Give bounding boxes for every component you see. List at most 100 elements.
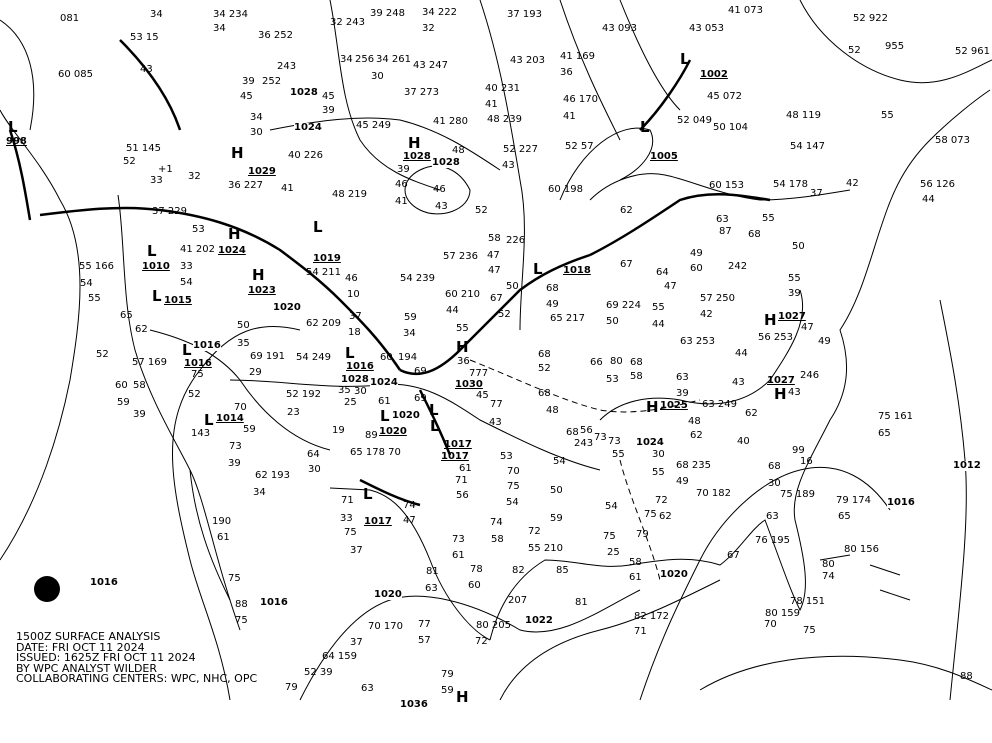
isobar	[149, 329, 331, 451]
station-plot: 54 211	[306, 267, 341, 278]
station-plot: 64	[656, 267, 669, 278]
isobar	[0, 19, 35, 131]
isobar-label: 1028	[290, 87, 318, 98]
station-plot: 35	[338, 385, 351, 396]
station-plot: 30	[354, 386, 367, 397]
isobar	[269, 117, 501, 171]
high-pressure-center: H	[228, 225, 241, 243]
station-plot: 49	[690, 248, 703, 259]
station-plot: 16	[800, 456, 813, 467]
station-plot: 82	[512, 565, 525, 576]
central-pressure-label: 1023	[248, 285, 276, 296]
station-plot: 48 239	[487, 114, 522, 125]
station-plot: 49	[818, 336, 831, 347]
station-plot: 49	[676, 476, 689, 487]
central-pressure-label: 1019	[313, 253, 341, 264]
isobar-label: 1024	[636, 437, 664, 448]
collaborating-centers: COLLABORATING CENTERS: WPC, NHC, OPC	[16, 672, 258, 685]
station-plot: 46	[433, 184, 446, 195]
high-pressure-center: H	[764, 311, 777, 329]
station-plot: 89	[365, 430, 378, 441]
station-plot: 50	[506, 281, 519, 292]
station-plot: 37 229	[152, 206, 187, 217]
station-plot: 45	[476, 390, 489, 401]
station-plot: 59	[550, 513, 563, 524]
station-plot: 52	[538, 363, 551, 374]
station-plot: 43 093	[602, 23, 637, 34]
station-plot: 77	[490, 399, 503, 410]
front	[359, 478, 421, 507]
station-plot: 54	[80, 278, 93, 289]
station-plot: 60 210	[445, 289, 480, 300]
station-plot: 69 224	[606, 300, 641, 311]
station-plot: 50 104	[713, 122, 748, 133]
station-plot: 62 209	[306, 318, 341, 329]
coastline	[489, 89, 991, 641]
station-plot: 60	[380, 352, 393, 363]
station-plot: 81	[575, 597, 588, 608]
station-plot: 72	[528, 526, 541, 537]
station-plot: 48	[452, 145, 465, 156]
station-plot: 34	[150, 9, 163, 20]
station-plot: 57	[418, 635, 431, 646]
station-plot: 39	[228, 458, 241, 469]
station-plot: 72	[655, 495, 668, 506]
low-pressure-center: L	[313, 218, 323, 236]
station-plot: 52 961	[955, 46, 990, 57]
central-pressure-label: 1017	[364, 516, 392, 527]
station-plot: 43	[140, 64, 153, 75]
central-pressure-label: 1018	[563, 265, 591, 276]
central-pressure-label: 1017	[444, 439, 472, 450]
station-plot: 44	[446, 305, 459, 316]
station-plot: 41 280	[433, 116, 468, 127]
station-plot: 60	[690, 263, 703, 274]
station-plot: 49	[546, 299, 559, 310]
station-plot: 29	[249, 367, 262, 378]
station-plot: 42	[700, 309, 713, 320]
station-plot: 56 253	[758, 332, 793, 343]
station-plot: 47	[801, 322, 814, 333]
isobar	[639, 466, 891, 701]
low-pressure-center: L	[152, 287, 162, 305]
station-plot: 55	[652, 302, 665, 313]
station-plot: 55	[456, 323, 469, 334]
station-plot: 47	[487, 250, 500, 261]
central-pressure-label: 1027	[767, 375, 795, 386]
station-plot: 081	[60, 13, 80, 24]
central-pressure-label: 1030	[455, 379, 483, 390]
station-plot: 143	[191, 428, 211, 439]
station-plot: 73	[594, 432, 607, 443]
station-plot: 58	[630, 371, 643, 382]
station-plot: 75	[644, 509, 657, 520]
station-plot: 43	[489, 417, 502, 428]
station-plot: 55 166	[79, 261, 114, 272]
station-plot: 73	[452, 534, 465, 545]
station-plot: 54	[553, 456, 566, 467]
station-plot: 69 191	[250, 351, 285, 362]
isobar-label: 1024	[370, 377, 398, 388]
station-plot: 194	[398, 352, 418, 363]
station-plot: 80	[610, 356, 623, 367]
station-plot: 47	[488, 265, 501, 276]
station-plot: 33	[180, 261, 193, 272]
station-plot: 36 252	[258, 30, 293, 41]
analysis-date: DATE: FRI OCT 11 2024	[16, 640, 145, 654]
isobar	[172, 325, 301, 701]
central-pressure-label: 1014	[216, 413, 244, 424]
station-plot: 52	[848, 45, 861, 56]
station-plot: 37	[350, 545, 363, 556]
central-pressure-label: 1015	[164, 295, 192, 306]
station-plot: 32 243	[330, 17, 365, 28]
station-plot: 52 049	[677, 115, 712, 126]
station-plot: 58	[629, 557, 642, 568]
station-plot: 207	[508, 595, 528, 606]
station-plot: 66	[590, 357, 603, 368]
isobar	[329, 0, 441, 191]
station-plot: 55	[652, 467, 665, 478]
station-plot: 45 249	[356, 120, 391, 131]
isobar-label: 1020	[660, 569, 688, 580]
station-plot: 56	[456, 490, 469, 501]
station-plot: 48	[546, 405, 559, 416]
station-plot: 99	[792, 445, 805, 456]
station-plot: 78 151	[790, 596, 825, 607]
